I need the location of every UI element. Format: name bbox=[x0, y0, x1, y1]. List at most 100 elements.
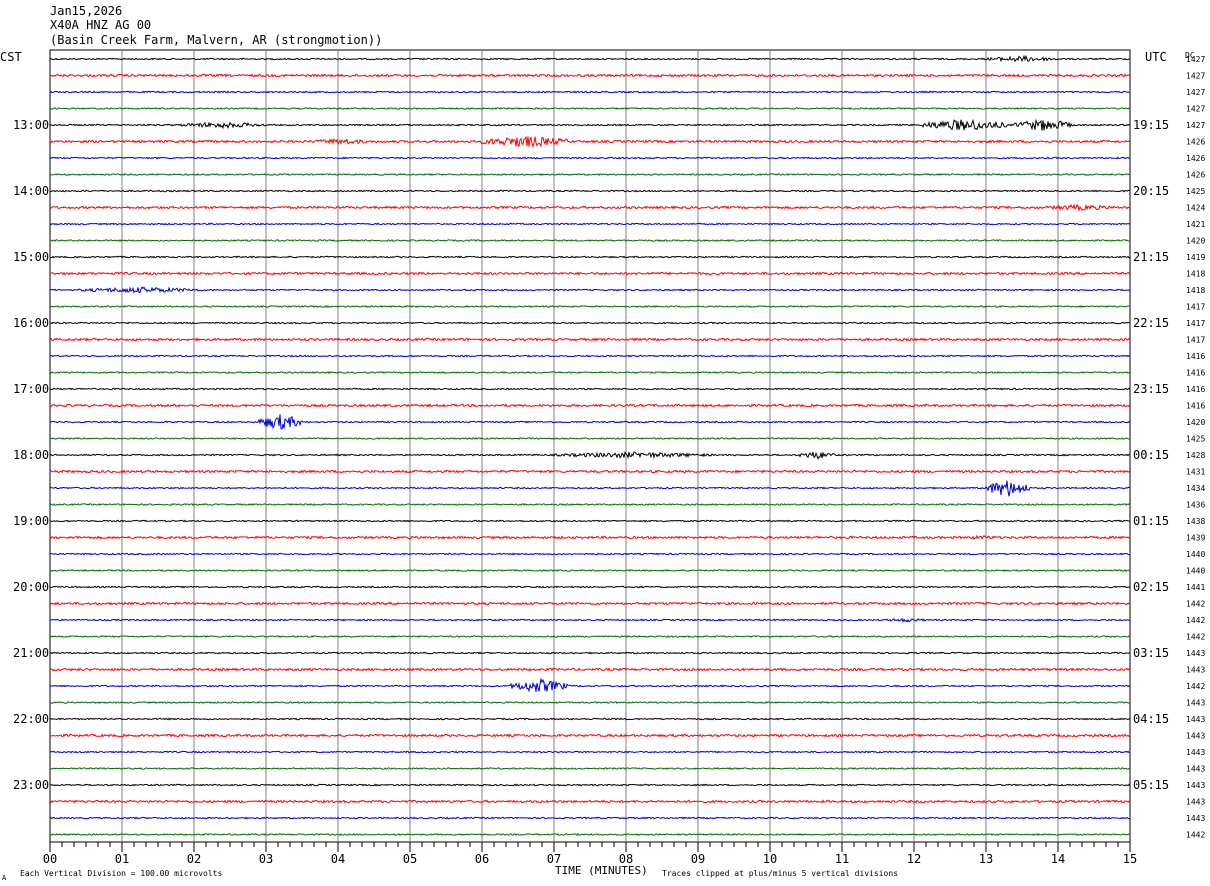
trace-line bbox=[49, 371, 1131, 375]
dc-value: 1425 bbox=[1186, 435, 1205, 444]
dc-value: 1443 bbox=[1186, 699, 1205, 708]
trace-line bbox=[49, 403, 1131, 408]
trace-line bbox=[49, 118, 1131, 131]
dc-value: 1418 bbox=[1186, 270, 1205, 279]
dc-value: 1428 bbox=[1186, 451, 1205, 460]
dc-label: DC bbox=[1185, 51, 1195, 60]
x-tick-label: 11 bbox=[835, 852, 849, 866]
trace-line bbox=[49, 480, 1131, 497]
trace-line bbox=[49, 107, 1131, 110]
dc-value: 1443 bbox=[1186, 814, 1205, 823]
label-group: 00 01 02 03 04 05 06 07 08 09 10 11 12 13 14 15 1427 1427… bbox=[13, 55, 1205, 866]
dc-value: 1419 bbox=[1186, 253, 1205, 262]
dc-value: 1427 bbox=[1186, 88, 1205, 97]
trace-line bbox=[49, 733, 1131, 738]
trace-line bbox=[49, 569, 1131, 573]
station-location: (Basin Creek Farm, Malvern, AR (strongmo… bbox=[50, 33, 383, 47]
footnote-clipping: Traces clipped at plus/minus 5 vertical … bbox=[662, 869, 898, 878]
right-hour-label: 20:15 bbox=[1133, 184, 1169, 198]
dc-value: 1443 bbox=[1186, 715, 1205, 724]
trace-line bbox=[49, 552, 1131, 556]
x-axis-title: TIME (MINUTES) bbox=[555, 864, 648, 877]
footnote-vertical-division: Each Vertical Division = 100.00 microvol… bbox=[20, 869, 222, 878]
trace-line bbox=[49, 832, 1131, 836]
left-hour-label: 23:00 bbox=[13, 778, 49, 792]
dc-value: 1427 bbox=[1186, 105, 1205, 114]
dc-value: 1438 bbox=[1186, 517, 1205, 526]
left-timezone-label: CST bbox=[0, 50, 22, 64]
x-tick-label: 00 bbox=[43, 852, 57, 866]
trace-line bbox=[49, 255, 1131, 259]
trace-line bbox=[49, 135, 1131, 149]
plot-frame bbox=[49, 49, 1131, 843]
x-tick-label: 12 bbox=[907, 852, 921, 866]
x-tick-label: 14 bbox=[1051, 852, 1065, 866]
right-hour-label: 23:15 bbox=[1133, 382, 1169, 396]
x-tick-label: 10 bbox=[763, 852, 777, 866]
left-hour-label: 16:00 bbox=[13, 316, 49, 330]
left-hour-label: 13:00 bbox=[13, 118, 49, 132]
trace-line bbox=[49, 667, 1131, 672]
left-hour-label: 15:00 bbox=[13, 250, 49, 264]
trace-line bbox=[49, 321, 1131, 325]
dc-value: 1424 bbox=[1186, 204, 1205, 213]
right-hour-label: 22:15 bbox=[1133, 316, 1169, 330]
trace-line bbox=[49, 519, 1131, 523]
dc-value: 1440 bbox=[1186, 550, 1205, 559]
dc-value: 1416 bbox=[1186, 352, 1205, 361]
right-hour-label: 05:15 bbox=[1133, 778, 1169, 792]
dc-value: 1442 bbox=[1186, 682, 1205, 691]
trace-line bbox=[49, 271, 1131, 276]
left-hour-label: 17:00 bbox=[13, 382, 49, 396]
dc-value: 1434 bbox=[1186, 484, 1205, 493]
trace-line bbox=[49, 437, 1131, 440]
trace-line bbox=[49, 337, 1131, 342]
plot-date: Jan15,2026 bbox=[50, 4, 123, 18]
x-tick-label: 05 bbox=[403, 852, 417, 866]
trace-line bbox=[49, 451, 1131, 460]
x-tick-label: 04 bbox=[331, 852, 345, 866]
trace-group bbox=[49, 54, 1131, 836]
dc-value: 1442 bbox=[1186, 600, 1205, 609]
dc-value: 1426 bbox=[1186, 154, 1205, 163]
dc-value: 1441 bbox=[1186, 583, 1205, 592]
dc-value: 1443 bbox=[1186, 798, 1205, 807]
dc-value: 1416 bbox=[1186, 385, 1205, 394]
dc-value: 1427 bbox=[1186, 121, 1205, 130]
trace-line bbox=[49, 414, 1131, 430]
trace-line bbox=[49, 238, 1131, 243]
dc-value: 1443 bbox=[1186, 732, 1205, 741]
dc-value: 1443 bbox=[1186, 748, 1205, 757]
dc-value: 1420 bbox=[1186, 237, 1205, 246]
trace-line bbox=[49, 701, 1131, 704]
dc-value: 1426 bbox=[1186, 171, 1205, 180]
left-hour-label: 19:00 bbox=[13, 514, 49, 528]
trace-line bbox=[49, 469, 1131, 474]
x-tick-label: 06 bbox=[475, 852, 489, 866]
trace-line bbox=[49, 750, 1131, 754]
trace-line bbox=[49, 816, 1131, 820]
dc-value: 1442 bbox=[1186, 831, 1205, 840]
dc-value: 1443 bbox=[1186, 666, 1205, 675]
corner-mark: A bbox=[2, 874, 7, 882]
dc-value: 1443 bbox=[1186, 765, 1205, 774]
trace-line bbox=[49, 767, 1131, 770]
right-timezone-label: UTC bbox=[1145, 50, 1167, 64]
trace-line bbox=[49, 585, 1131, 589]
x-tick-label: 02 bbox=[187, 852, 201, 866]
dc-value: 1427 bbox=[1186, 72, 1205, 81]
dc-value: 1426 bbox=[1186, 138, 1205, 147]
trace-line bbox=[49, 799, 1131, 804]
trace-line bbox=[49, 354, 1131, 358]
dc-value: 1417 bbox=[1186, 336, 1205, 345]
dc-value: 1436 bbox=[1186, 501, 1205, 510]
left-hour-label: 20:00 bbox=[13, 580, 49, 594]
trace-line bbox=[49, 601, 1131, 606]
right-hour-label: 04:15 bbox=[1133, 712, 1169, 726]
x-tick-label: 03 bbox=[259, 852, 273, 866]
dc-value: 1416 bbox=[1186, 402, 1205, 411]
dc-value: 1425 bbox=[1186, 187, 1205, 196]
left-hour-label: 18:00 bbox=[13, 448, 49, 462]
dc-value: 1442 bbox=[1186, 616, 1205, 625]
